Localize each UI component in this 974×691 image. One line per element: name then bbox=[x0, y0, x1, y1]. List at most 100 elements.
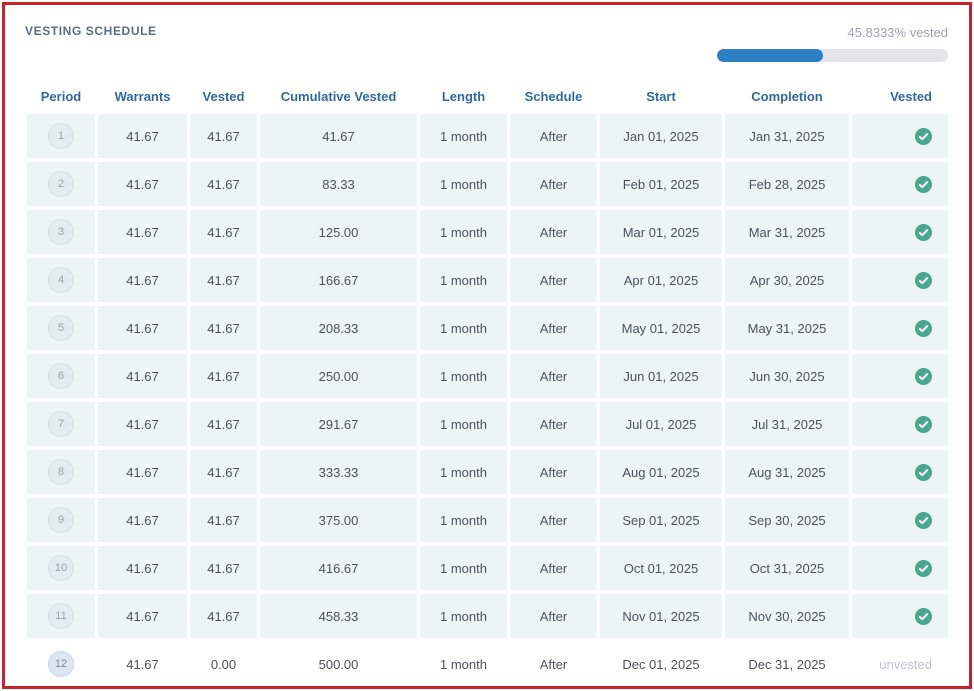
cell-cumulative-vested: 250.00 bbox=[260, 354, 417, 398]
table-row: 5 41.67 41.67 208.33 1 month After May 01, 202… bbox=[27, 306, 948, 350]
vesting-progress: 45.8333% vested bbox=[717, 25, 948, 62]
cell-cumulative-vested: 333.33 bbox=[260, 450, 417, 494]
cell-vested-status bbox=[852, 258, 948, 302]
table-row: 6 41.67 41.67 250.00 1 month After Jun 01, 202… bbox=[27, 354, 948, 398]
column-header-warrants: Warrants bbox=[114, 89, 171, 104]
cell-completion: Aug 31, 2025 bbox=[725, 450, 849, 494]
cell-warrants: 41.67 bbox=[98, 258, 187, 302]
cell-completion: May 31, 2025 bbox=[725, 306, 849, 350]
cell-completion: Mar 31, 2025 bbox=[725, 210, 849, 254]
cell-vested: 41.67 bbox=[190, 114, 257, 158]
cell-warrants: 41.67 bbox=[98, 114, 187, 158]
cell-cumulative-vested: 208.33 bbox=[260, 306, 417, 350]
cell-period: 2 bbox=[27, 162, 95, 206]
period-badge: 12 bbox=[48, 651, 74, 677]
cell-vested-status bbox=[852, 114, 948, 158]
cell-vested: 41.67 bbox=[190, 210, 257, 254]
cell-vested: 41.67 bbox=[190, 546, 257, 590]
period-badge: 3 bbox=[48, 219, 74, 245]
cell-cumulative-vested: 416.67 bbox=[260, 546, 417, 590]
progress-bar-fill bbox=[717, 49, 823, 62]
table-row: 8 41.67 41.67 333.33 1 month After Aug 01, 202… bbox=[27, 450, 948, 494]
table-row: 11 41.67 41.67 458.33 1 month After Nov 01, 20… bbox=[27, 594, 948, 638]
check-circle-icon bbox=[915, 127, 932, 145]
cell-start: Dec 01, 2025 bbox=[600, 642, 722, 686]
period-badge: 4 bbox=[48, 267, 74, 293]
cell-period: 3 bbox=[27, 210, 95, 254]
table-row: 4 41.67 41.67 166.67 1 month After Apr 01, 202… bbox=[27, 258, 948, 302]
cell-start: Mar 01, 2025 bbox=[600, 210, 722, 254]
cell-cumulative-vested: 375.00 bbox=[260, 498, 417, 542]
table-row: 1 41.67 41.67 41.67 1 month After Jan 01, 2025… bbox=[27, 114, 948, 158]
cell-schedule: After bbox=[510, 306, 597, 350]
cell-length: 1 month bbox=[420, 402, 507, 446]
cell-schedule: After bbox=[510, 402, 597, 446]
cell-period: 9 bbox=[27, 498, 95, 542]
cell-length: 1 month bbox=[420, 114, 507, 158]
cell-completion: Jun 30, 2025 bbox=[725, 354, 849, 398]
period-badge: 9 bbox=[48, 507, 74, 533]
check-circle-icon bbox=[915, 223, 932, 241]
cell-period: 12 bbox=[27, 642, 95, 686]
cell-start: Jul 01, 2025 bbox=[600, 402, 722, 446]
cell-vested: 41.67 bbox=[190, 162, 257, 206]
cell-length: 1 month bbox=[420, 594, 507, 638]
cell-warrants: 41.67 bbox=[98, 354, 187, 398]
check-circle-icon bbox=[915, 175, 932, 193]
cell-warrants: 41.67 bbox=[98, 594, 187, 638]
period-badge: 2 bbox=[48, 171, 74, 197]
column-header-period: Period bbox=[40, 89, 82, 104]
cell-completion: Apr 30, 2025 bbox=[725, 258, 849, 302]
cell-period: 6 bbox=[27, 354, 95, 398]
cell-vested-status bbox=[852, 450, 948, 494]
check-circle-icon bbox=[915, 271, 932, 289]
cell-schedule: After bbox=[510, 642, 597, 686]
cell-vested-status: unvested bbox=[852, 642, 948, 686]
cell-vested: 41.67 bbox=[190, 306, 257, 350]
cell-start: Jun 01, 2025 bbox=[600, 354, 722, 398]
column-header-vested: Vested bbox=[202, 89, 245, 104]
cell-cumulative-vested: 166.67 bbox=[260, 258, 417, 302]
cell-schedule: After bbox=[510, 498, 597, 542]
cell-warrants: 41.67 bbox=[98, 402, 187, 446]
cell-cumulative-vested: 41.67 bbox=[260, 114, 417, 158]
cell-warrants: 41.67 bbox=[98, 210, 187, 254]
cell-cumulative-vested: 83.33 bbox=[260, 162, 417, 206]
column-header-cumulative-vested: Cumulative Vested bbox=[280, 89, 397, 104]
cell-completion: Jan 31, 2025 bbox=[725, 114, 849, 158]
cell-period: 8 bbox=[27, 450, 95, 494]
period-badge: 11 bbox=[48, 603, 74, 629]
cell-cumulative-vested: 458.33 bbox=[260, 594, 417, 638]
cell-vested-status bbox=[852, 210, 948, 254]
cell-length: 1 month bbox=[420, 642, 507, 686]
cell-period: 7 bbox=[27, 402, 95, 446]
cell-completion: Oct 31, 2025 bbox=[725, 546, 849, 590]
period-badge: 7 bbox=[48, 411, 74, 437]
cell-vested-status bbox=[852, 594, 948, 638]
check-circle-icon bbox=[915, 463, 932, 481]
cell-schedule: After bbox=[510, 210, 597, 254]
cell-length: 1 month bbox=[420, 162, 507, 206]
cell-vested: 0.00 bbox=[190, 642, 257, 686]
cell-cumulative-vested: 291.67 bbox=[260, 402, 417, 446]
cell-vested-status bbox=[852, 402, 948, 446]
progress-label: 45.8333% vested bbox=[847, 25, 948, 40]
table-row: 10 41.67 41.67 416.67 1 month After Oct 01, 20… bbox=[27, 546, 948, 590]
cell-schedule: After bbox=[510, 594, 597, 638]
cell-period: 11 bbox=[27, 594, 95, 638]
cell-warrants: 41.67 bbox=[98, 162, 187, 206]
cell-schedule: After bbox=[510, 258, 597, 302]
cell-warrants: 41.67 bbox=[98, 546, 187, 590]
cell-completion: Nov 30, 2025 bbox=[725, 594, 849, 638]
table-row: 7 41.67 41.67 291.67 1 month After Jul 01, 202… bbox=[27, 402, 948, 446]
cell-start: Jan 01, 2025 bbox=[600, 114, 722, 158]
cell-start: Apr 01, 2025 bbox=[600, 258, 722, 302]
table-body: 1 41.67 41.67 41.67 1 month After Jan 01, 2025… bbox=[27, 114, 948, 686]
cell-vested-status bbox=[852, 498, 948, 542]
cell-vested: 41.67 bbox=[190, 258, 257, 302]
unvested-label: unvested bbox=[879, 656, 932, 672]
cell-length: 1 month bbox=[420, 354, 507, 398]
cell-start: Oct 01, 2025 bbox=[600, 546, 722, 590]
cell-vested: 41.67 bbox=[190, 450, 257, 494]
